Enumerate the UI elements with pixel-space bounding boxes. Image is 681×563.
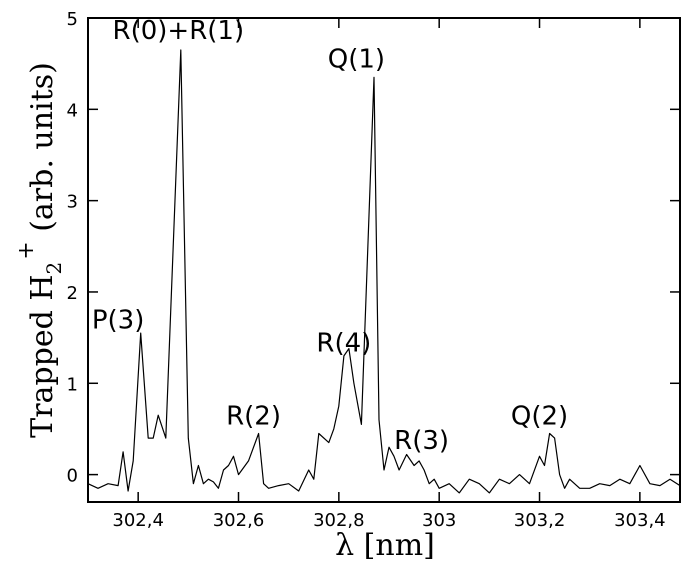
y-tick-label: 0 — [67, 466, 78, 487]
y-tick-label: 1 — [67, 374, 78, 395]
x-tick-label: 303,4 — [614, 510, 666, 531]
peak-label: R(2) — [226, 401, 281, 431]
peak-label: P(3) — [92, 305, 145, 335]
peak-label: R(4) — [316, 328, 371, 358]
y-tick-label: 5 — [67, 9, 78, 30]
x-tick-label: 303 — [422, 510, 456, 531]
peak-label: R(0)+R(1) — [113, 16, 245, 46]
x-tick-label: 302,4 — [112, 510, 164, 531]
y-axis-ticks: 0 1 2 3 4 5 — [67, 9, 680, 487]
y-axis-title-suffix: (arb. units) — [25, 62, 60, 241]
x-axis-title: λ [nm] — [335, 528, 435, 563]
peak-annotations: R(0)+R(1) Q(1) P(3) R(4) R(2) R(3) Q(2) — [92, 16, 568, 456]
y-axis-title: Trapped H2+ (arb. units) — [14, 62, 66, 438]
y-axis-title-subscript: 2 — [42, 262, 66, 275]
y-axis-title-superscript: + — [14, 241, 39, 259]
y-tick-label: 2 — [67, 283, 78, 304]
y-tick-label: 4 — [67, 100, 78, 121]
spectrum-series-line — [87, 49, 681, 494]
peak-label: Q(2) — [511, 401, 568, 431]
y-axis-title-main: Trapped H — [25, 275, 60, 438]
plot-area: 302,4 302,6 302,8 303 303,2 303,4 0 1 2 3 4 5 R(0)… — [67, 9, 681, 531]
peak-label: Q(1) — [328, 44, 385, 74]
x-tick-label: 303,2 — [514, 510, 566, 531]
x-tick-label: 302,6 — [213, 510, 265, 531]
y-tick-label: 3 — [67, 192, 78, 213]
plot-frame — [87, 17, 681, 503]
x-tick-label: 302,8 — [313, 510, 365, 531]
peak-label: R(3) — [394, 426, 449, 456]
x-axis-ticks: 302,4 302,6 302,8 303 303,2 303,4 — [112, 18, 666, 531]
